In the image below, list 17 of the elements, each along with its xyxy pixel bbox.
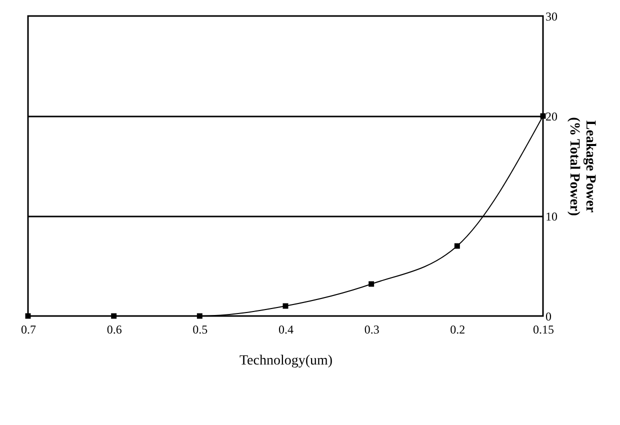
x-tick-label: 0.4 — [278, 322, 294, 336]
x-tick-label: 0.15 — [533, 322, 554, 336]
x-tick-label: 0.7 — [21, 322, 36, 336]
y-tick-label: 10 — [546, 210, 558, 224]
y-tick-label: 30 — [546, 10, 558, 24]
x-tick-label: 0.5 — [192, 322, 208, 336]
x-tick-label: 0.3 — [364, 322, 380, 336]
point — [196, 313, 202, 319]
x-tick-label: 0.2 — [450, 322, 466, 336]
x-axis-title: Technology(um) — [239, 354, 333, 368]
point — [454, 243, 460, 249]
y-tick-label: 0 — [546, 310, 552, 324]
y-axis-title: Leakage Power (% Total Power) — [566, 117, 598, 216]
x-tick-label: 0.6 — [106, 322, 122, 336]
point — [368, 281, 374, 287]
point — [111, 313, 117, 319]
y-tick-label: 20 — [546, 110, 558, 124]
